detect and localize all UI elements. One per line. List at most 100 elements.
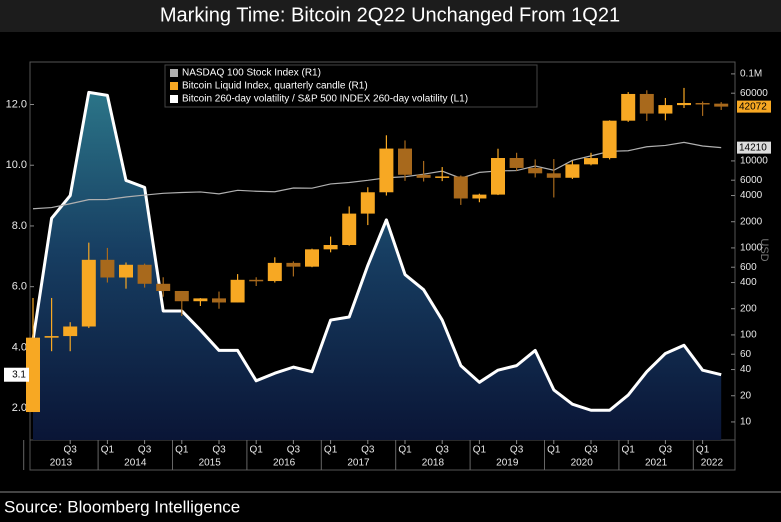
candle-body [695, 102, 710, 105]
y2-tick-label: 2000 [740, 216, 763, 227]
last-value-label: 42072 [739, 101, 767, 112]
x-tick-label: Q1 [101, 445, 115, 456]
candle-body [639, 93, 654, 114]
candle-body [546, 173, 561, 178]
y2-tick-label: 0.1M [740, 69, 762, 80]
year-label: 2020 [571, 458, 594, 469]
x-tick-label: Q3 [436, 445, 450, 456]
year-label: 2016 [273, 458, 296, 469]
x-tick-label: Q3 [212, 445, 226, 456]
candle-body [249, 279, 264, 282]
y2-tick-label: 100 [740, 330, 757, 341]
year-label: 2021 [645, 458, 668, 469]
last-value-box [737, 100, 771, 113]
year-label: 2015 [199, 458, 222, 469]
year-label: 2018 [422, 458, 445, 469]
y-tick-label: 4.0 [12, 341, 27, 353]
y-tick-label: 10.0 [6, 159, 27, 171]
candle-body [26, 337, 40, 413]
x-tick-label: Q3 [287, 445, 301, 456]
candle-body [360, 192, 375, 214]
y2-tick-label: 4000 [740, 190, 763, 201]
year-label: 2014 [124, 458, 147, 469]
y2-tick-label: 1000 [740, 243, 763, 254]
x-tick-label: Q3 [510, 445, 524, 456]
x-tick-label: Q1 [250, 445, 264, 456]
year-label: 2022 [701, 458, 724, 469]
candle-body [230, 279, 245, 303]
y-tick-label: 8.0 [12, 220, 27, 232]
candle-body [714, 103, 729, 107]
y2-tick-label: 60000 [740, 88, 768, 99]
legend-swatch [170, 82, 178, 90]
x-tick-label: Q3 [361, 445, 375, 456]
candle-body [398, 148, 412, 175]
y2-tick-label: 600 [740, 262, 757, 273]
x-tick-label: Q1 [547, 445, 561, 456]
x-tick-label: Q1 [696, 445, 710, 456]
candle-body [193, 298, 208, 302]
y2-tick-label: 10 [740, 417, 752, 428]
candle-body [119, 264, 133, 278]
volatility-area [33, 92, 722, 440]
x-tick-label: Q1 [398, 445, 412, 456]
candle-body [323, 245, 338, 250]
candle-body [137, 264, 152, 284]
candle-body [602, 120, 617, 159]
y2-axis-label: USD [758, 238, 770, 261]
candle-body [267, 262, 282, 282]
y2-tick-label: 200 [740, 303, 757, 314]
legend-label: NASDAQ 100 Stock Index (R1) [182, 68, 321, 79]
candle-body [212, 298, 226, 303]
y2-tick-label: 6000 [740, 175, 763, 186]
x-tick-label: Q1 [324, 445, 338, 456]
x-tick-label: Q1 [175, 445, 189, 456]
candle-body [81, 259, 96, 327]
candle-body [621, 93, 636, 121]
candle-body [453, 176, 468, 199]
candle-body [44, 336, 59, 338]
x-tick-label: Q1 [473, 445, 487, 456]
x-tick-label: Q3 [659, 445, 673, 456]
candle-body [677, 102, 691, 106]
candle-body [565, 164, 580, 178]
candle-body [100, 259, 115, 278]
y2-tick-label: 60 [740, 349, 752, 360]
x-tick-label: Q1 [622, 445, 636, 456]
candle-body [509, 157, 524, 168]
last-value-box [737, 141, 771, 154]
legend-label: Bitcoin Liquid Index, quarterly candle (… [182, 81, 368, 92]
x-tick-label: Q3 [584, 445, 598, 456]
candle-body [491, 157, 505, 195]
last-value-label: 14210 [739, 142, 767, 153]
candle-body [342, 213, 357, 246]
y-tick-label: 6.0 [12, 281, 27, 293]
source: Source: Bloomberg Intelligence [4, 497, 240, 516]
y-tick-label: 12.0 [6, 98, 27, 110]
last-value-box [4, 367, 29, 382]
title-band [0, 0, 781, 32]
last-value-label: 3.1 [12, 369, 26, 380]
candle-body [174, 290, 189, 302]
x-tick-label: Q3 [64, 445, 78, 456]
legend-label: Bitcoin 260-day volatility / S&P 500 IND… [182, 94, 468, 105]
candle-body [286, 262, 301, 267]
y2-tick-label: 40 [740, 364, 752, 375]
legend-box [164, 64, 538, 108]
year-label: 2019 [496, 458, 519, 469]
legend-swatch [170, 69, 178, 77]
candle-body [63, 326, 78, 337]
candle-body [435, 176, 450, 178]
y2-tick-label: 400 [740, 277, 757, 288]
year-label: 2017 [347, 458, 370, 469]
volatility-line [31, 90, 722, 412]
candle-body [472, 194, 487, 199]
year-label: 2013 [50, 458, 73, 469]
candle-body [528, 167, 543, 174]
x-tick-label: Q3 [138, 445, 152, 456]
candle-body [156, 283, 171, 291]
candle-body [584, 158, 598, 165]
y2-tick-label: 10000 [740, 156, 768, 167]
